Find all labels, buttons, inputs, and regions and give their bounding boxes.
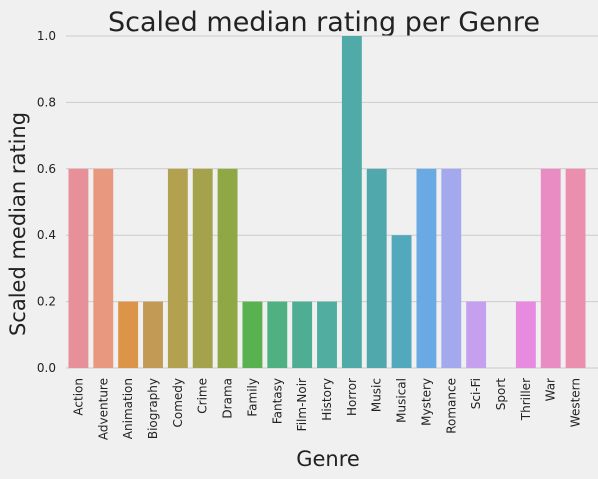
bar-animation [118,301,139,368]
bar-horror [341,36,362,368]
bar-western [565,168,586,368]
x-tick-label: Musical [395,378,409,423]
x-tick-label: Western [569,378,583,427]
bar-music [366,168,387,368]
x-tick-label: Adventure [96,378,110,440]
x-tick-label: Romance [444,378,458,434]
chart-title: Scaled median rating per Genre [108,7,540,38]
x-tick-label: Mystery [419,378,433,426]
x-tick-label: Film-Noir [295,378,309,431]
bar-thriller [515,301,536,368]
y-tick-labels: 0.0 0.2 0.4 0.6 0.8 1.0 [37,29,56,375]
x-tick-label: Drama [221,378,235,419]
bar-history [317,301,337,368]
y-tick-label: 0.0 [37,361,56,375]
bars [68,36,586,368]
bar-adventure [93,168,114,368]
y-tick-label: 1.0 [37,29,56,43]
bar-drama [217,168,238,368]
y-tick-label: 0.8 [37,95,56,109]
y-tick-label: 0.2 [37,295,56,309]
y-axis-label: Scaled median rating [6,112,30,336]
bar-action [68,168,89,368]
x-tick-label: Animation [121,378,135,439]
x-tick-label: Biography [146,378,160,439]
y-tick-label: 0.4 [37,228,56,242]
x-tick-label: Fantasy [270,378,284,424]
bar-musical [391,235,412,368]
x-tick-label: Music [370,378,384,412]
y-tick-label: 0.6 [37,162,56,176]
x-tick-label: Horror [345,378,359,416]
x-tick-label: Thriller [519,378,533,421]
x-tick-label: Comedy [171,378,185,428]
x-tick-label: Action [71,378,85,416]
bar-biography [143,301,163,368]
x-tick-label: Sci-Fi [469,378,483,409]
bar-sci-fi [466,301,487,368]
bar-mystery [416,168,437,368]
bar-comedy [167,168,188,368]
bar-family [242,301,263,368]
x-axis-label: Genre [296,447,360,471]
x-tick-label: Crime [196,378,210,414]
bar-crime [192,168,213,368]
x-tick-label: War [544,378,558,401]
bar-fantasy [267,301,288,368]
x-tick-label: Family [245,378,259,417]
bar-romance [441,168,462,368]
bar-war [540,168,561,368]
x-tick-label: History [320,378,334,421]
x-tick-labels: Action Adventure Animation Biography Comedy C… [71,378,582,440]
bar-film-noir [292,301,313,368]
x-tick-label: Sport [494,378,508,411]
